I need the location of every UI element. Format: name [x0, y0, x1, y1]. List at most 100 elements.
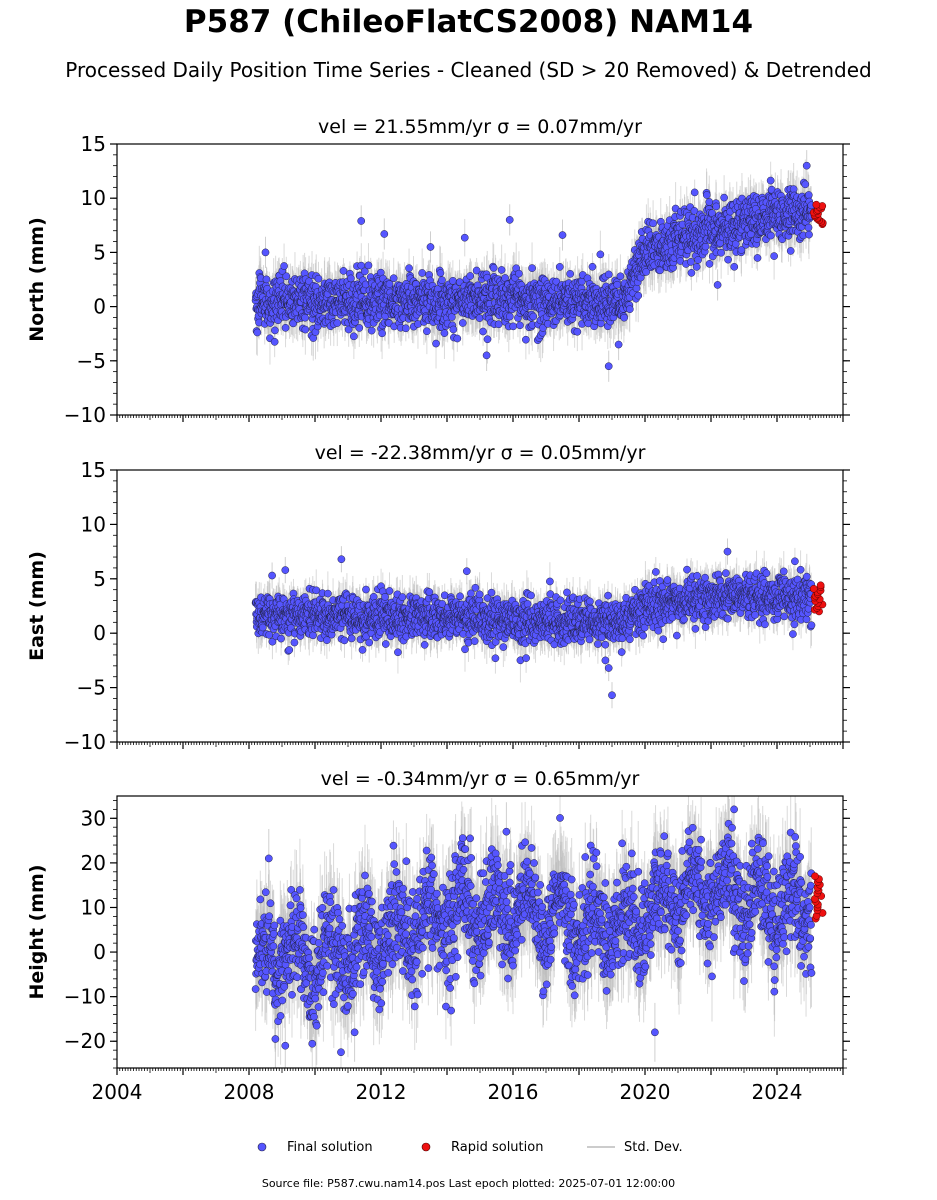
final-point [423, 327, 431, 336]
final-point [804, 223, 813, 232]
final-point [701, 242, 710, 251]
final-point [401, 324, 410, 333]
final-point [687, 258, 695, 266]
final-point [270, 337, 279, 346]
final-point [620, 313, 628, 322]
final-point [385, 280, 394, 288]
final-point [522, 335, 530, 344]
final-point [566, 270, 575, 278]
final-point [616, 272, 625, 281]
final-point [802, 161, 811, 170]
final-point [253, 328, 262, 337]
final-point [262, 275, 271, 284]
final-point [766, 176, 775, 185]
final-point [604, 362, 613, 371]
y-tick-label: −5 [77, 349, 106, 373]
final-point [280, 262, 288, 270]
final-point [528, 264, 536, 272]
final-point [712, 202, 721, 211]
final-point [489, 264, 498, 272]
y-axis-label: North (mm) [26, 217, 48, 342]
final-point [505, 312, 514, 321]
final-point [692, 263, 701, 271]
final-point [720, 193, 728, 202]
chart-title: P587 (ChileoFlatCS2008) NAM14 [183, 4, 754, 40]
final-point [418, 269, 427, 277]
final-point [449, 325, 458, 334]
panel-title: vel = -22.38mm/yr σ = 0.05mm/yr [315, 442, 646, 464]
final-point [458, 319, 467, 327]
final-point [604, 270, 613, 279]
final-point [460, 233, 469, 242]
final-point [301, 313, 309, 322]
final-point [479, 327, 487, 336]
data-layer [251, 150, 827, 382]
panel-title: vel = 21.55mm/yr σ = 0.07mm/yr [318, 116, 642, 138]
final-point [367, 326, 376, 335]
final-point [804, 191, 813, 199]
final-point [364, 261, 373, 270]
final-point [753, 254, 762, 262]
final-point [466, 272, 475, 280]
final-point [614, 340, 623, 349]
final-point [357, 217, 366, 225]
final-point [380, 230, 389, 238]
final-point [529, 312, 538, 321]
final-point [713, 281, 722, 289]
final-point [301, 325, 310, 334]
final-point [282, 272, 291, 281]
final-point [505, 216, 514, 224]
final-point [613, 280, 622, 289]
final-point [440, 329, 449, 337]
final-point [705, 198, 714, 206]
data-layer [251, 538, 827, 709]
final-point [405, 264, 413, 273]
final-point [333, 319, 342, 327]
final-point [438, 276, 446, 284]
final-point [271, 326, 279, 335]
final-point [339, 267, 348, 275]
final-point [705, 260, 714, 268]
final-point [426, 243, 435, 251]
final-point [558, 231, 567, 239]
time-series-plots: vel = 21.55mm/yr σ = 0.07mm/yr North (mm)… [26, 116, 850, 1104]
final-point [730, 262, 739, 271]
final-point [573, 327, 582, 336]
final-point [432, 339, 440, 348]
final-point [634, 291, 643, 300]
panel-0: vel = 21.55mm/yr σ = 0.07mm/yr North (mm)… [26, 116, 850, 427]
final-point [360, 267, 369, 276]
final-point [717, 248, 725, 257]
final-point [724, 255, 732, 264]
final-point [281, 323, 290, 332]
final-point [801, 180, 810, 189]
final-point [344, 325, 353, 334]
final-point [588, 262, 597, 271]
y-tick-label: 0 [93, 295, 106, 319]
final-point [482, 351, 491, 360]
final-points [251, 161, 816, 371]
final-point [509, 322, 518, 331]
final-point [314, 274, 323, 283]
final-point [494, 320, 503, 329]
final-point [448, 313, 456, 321]
final-point [687, 269, 696, 277]
final-point [350, 332, 358, 341]
final-point [261, 248, 270, 257]
final-point [625, 305, 634, 314]
final-point [449, 277, 457, 285]
y-tick-label: 15 [81, 132, 106, 156]
final-point [515, 269, 523, 278]
chart-subtitle: Processed Daily Position Time Series - C… [65, 58, 872, 82]
final-point [789, 185, 798, 193]
final-point [389, 274, 398, 283]
final-point [770, 252, 778, 260]
final-point [497, 266, 506, 274]
final-point [516, 321, 524, 330]
final-point [690, 188, 699, 197]
final-point [555, 263, 564, 271]
final-point [355, 324, 364, 332]
final-point [649, 219, 657, 228]
final-point [453, 334, 462, 343]
y-tick-label: 10 [81, 186, 106, 210]
